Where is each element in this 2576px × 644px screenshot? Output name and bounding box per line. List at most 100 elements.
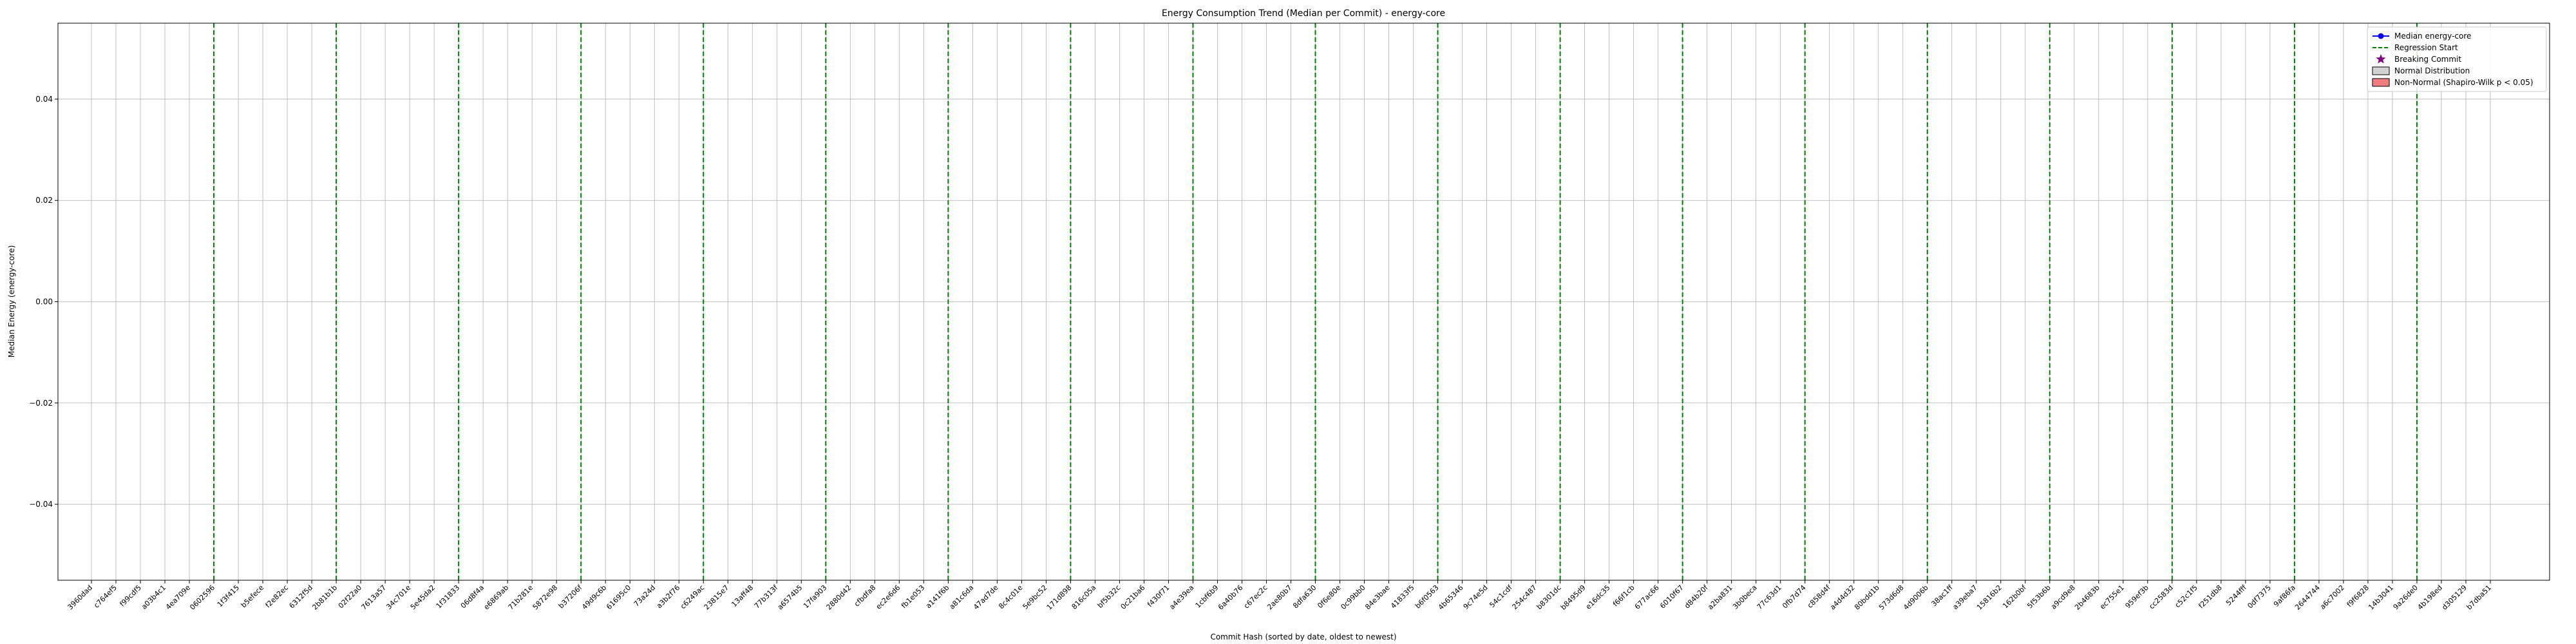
x-tick-label: a9cd9e8	[2049, 583, 2077, 611]
x-tick-label: f2e82ec	[264, 583, 290, 610]
x-tick-label: a2ba831	[1706, 583, 1734, 611]
x-tick-label: 677ac66	[1633, 583, 1661, 611]
x-tick-label: a81c6da	[948, 583, 976, 611]
x-tick-label: 13aff48	[730, 583, 755, 609]
x-tick-label: 5f53b6b	[2025, 583, 2052, 611]
x-tick-label: 5244fff	[2224, 583, 2249, 607]
x-tick-label: b5efece	[240, 583, 266, 610]
chart-title: Energy Consumption Trend (Median per Com…	[1162, 8, 1445, 19]
y-axis-ticks: 0.04 0.02 0.00 −0.02 −0.04	[29, 95, 58, 509]
x-tick-label: 816c05a	[1070, 583, 1098, 611]
x-tick-label: 0fb7d74	[1781, 583, 1808, 611]
x-tick-label: b37206f	[557, 583, 584, 610]
legend-box-icon	[2372, 66, 2390, 75]
x-tick-label: 23815e7	[703, 583, 731, 612]
x-tick-label: cfbdfa8	[853, 583, 878, 609]
x-tick-label: d305129	[2440, 583, 2468, 612]
x-tick-label: 4b65346	[1437, 583, 1465, 612]
x-tick-label: a3b2f76	[655, 583, 681, 610]
x-tick-label: 162b0bf	[2001, 583, 2028, 610]
x-tick-label: 14b3041	[2367, 583, 2395, 612]
x-tick-label: a141f6b	[924, 583, 951, 610]
x-tick-label: ec755e1	[2098, 583, 2126, 611]
legend-label: Regression Start	[2394, 43, 2458, 52]
x-tick-label: 4b198ed	[2416, 583, 2444, 612]
x-tick-label: 5872e98	[531, 583, 560, 612]
x-tick-label: 573d6d8	[1877, 583, 1906, 612]
x-tick-label: 3960dad	[66, 583, 94, 612]
x-tick-label: 2644744	[2293, 583, 2322, 612]
x-tick-label: f251db8	[2197, 583, 2224, 611]
x-tick-label: 2ae80b7	[1265, 583, 1293, 611]
legend-box	[2367, 26, 2547, 92]
x-tick-label: fb1e053	[900, 583, 926, 610]
x-tick-label: 15816b2	[1975, 583, 2003, 612]
x-tick-label: 6a40b76	[1217, 583, 1245, 612]
x-tick-label: 38ac1ff	[1929, 583, 1955, 609]
x-tick-label: 9c74e5d	[1462, 583, 1490, 611]
x-tick-label: 171d898	[1045, 583, 1074, 612]
x-tick-label: c764ef5	[92, 583, 118, 610]
regression-start-lines	[213, 23, 2418, 580]
x-tick-label: cc2583d	[2148, 583, 2175, 611]
x-tick-label: 254c487	[1511, 583, 1539, 611]
x-tick-label: 8dfa630	[1291, 583, 1318, 610]
x-tick-label: 5e9bc52	[1021, 583, 1049, 611]
x-tick-label: b7dba51	[2465, 583, 2494, 612]
x-tick-label: 47ad7de	[972, 583, 1000, 612]
x-tick-label: c6249ac	[679, 583, 706, 611]
x-tick-label: 8c4c01e	[997, 583, 1024, 611]
y-grid	[58, 99, 2550, 505]
x-tick-label: a03b4c1	[140, 583, 167, 611]
x-tick-label: 0c21ba6	[1119, 583, 1147, 611]
y-tick-label: 0.04	[35, 95, 53, 104]
y-tick-label: 0.02	[35, 196, 53, 205]
legend-star-icon	[2376, 54, 2386, 64]
x-tick-label: 4d9006b	[1902, 583, 1930, 612]
legend: Median energy-core Regression Start Breaki…	[2367, 26, 2547, 92]
x-tick-label: 80bdd1b	[1853, 583, 1881, 612]
legend-box-icon	[2372, 78, 2390, 87]
x-tick-label: 0c99bb0	[1340, 583, 1367, 611]
x-tick-label: bf5b32c	[1096, 583, 1122, 610]
legend-label: Normal Distribution	[2394, 66, 2470, 75]
x-tick-label: b8301dc	[1535, 583, 1563, 611]
x-tick-label: 34c701e	[384, 583, 412, 611]
x-tick-label: a39eba7	[1951, 583, 1979, 611]
x-tick-label: b8495d9	[1559, 583, 1587, 612]
x-tick-label: c52c1f5	[2174, 583, 2199, 609]
x-tick-label: a4d4d32	[1828, 583, 1857, 612]
legend-label: Median energy-core	[2394, 32, 2471, 41]
x-tick-label: 3b0beca	[1731, 583, 1759, 611]
x-tick-label: 5e45da2	[409, 583, 437, 611]
y-axis-label: Median Energy (energy-core)	[7, 245, 16, 358]
x-tick-label: 0df7375	[2246, 583, 2273, 611]
x-tick-label: 2b4683b	[2073, 583, 2101, 612]
x-tick-label: 0f6e80e	[1316, 583, 1342, 610]
x-tick-label: e16dc35	[1584, 583, 1612, 611]
legend-marker-icon	[2378, 33, 2384, 39]
x-tick-label: ec2e6d6	[875, 583, 902, 611]
x-tick-label: 9af86fa	[2272, 583, 2297, 609]
plot-frame	[57, 23, 2550, 581]
x-tick-label: 77c63d1	[1756, 583, 1783, 611]
x-tick-label: 73a24d	[632, 583, 658, 609]
x-tick-label: a6c7002	[2318, 583, 2346, 611]
x-tick-label: 9a26de0	[2392, 583, 2420, 611]
y-tick-label: −0.04	[29, 500, 53, 509]
x-tick-label: 71b281e	[507, 583, 535, 612]
x-tick-label: 41833f5	[1389, 583, 1416, 611]
y-tick-label: 0.00	[35, 298, 53, 307]
x-tick-label: 959ef3b	[2124, 583, 2150, 610]
x-tick-label: 49d9c6b	[580, 583, 608, 611]
x-tick-label: 84e3bae	[1363, 583, 1391, 611]
y-tick-label: −0.02	[29, 399, 53, 408]
x-tick-label: f66f1cb	[1611, 583, 1636, 609]
x-tick-label: 61695c0	[605, 583, 632, 611]
x-tick-label: 2b81b1b	[310, 583, 339, 612]
x-tick-label: a6574b5	[776, 583, 804, 612]
x-tick-label: 0602596	[188, 583, 216, 612]
x-tick-label: c67ec2c	[1242, 583, 1269, 611]
x-tick-label: 06d8f4a	[459, 583, 486, 610]
